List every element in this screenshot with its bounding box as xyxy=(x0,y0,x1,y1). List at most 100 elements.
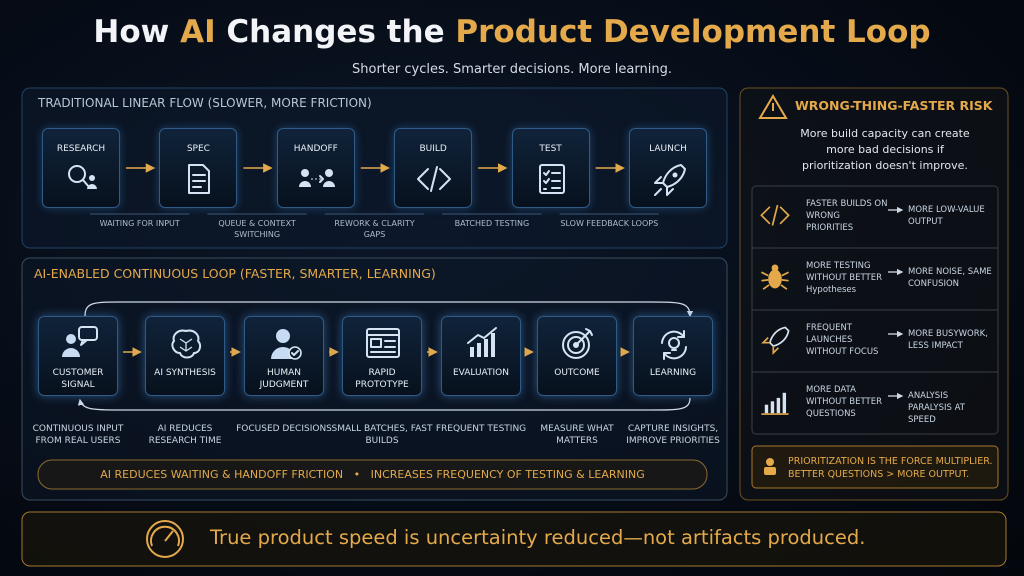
icon-part xyxy=(491,333,495,357)
icon-part xyxy=(366,328,400,358)
icon xyxy=(363,325,403,365)
icon-part xyxy=(318,175,324,183)
risk-cause: MORE DATA WITHOUT BETTER QUESTIONS xyxy=(806,385,883,419)
step-box: TEST xyxy=(511,128,590,208)
title: How AI Changes the Product Development L… xyxy=(0,14,1024,50)
icon-part xyxy=(467,327,497,357)
risk-effect: MORE NOISE, SAME CONFUSION xyxy=(908,267,992,289)
loop-box: AI SYNTHESIS xyxy=(145,316,225,396)
gauge-icon xyxy=(146,520,184,558)
icon-part xyxy=(62,348,80,357)
loop-box: EVALUATION xyxy=(441,316,521,396)
risk-effect: MORE BUSYWORK, LESS IMPACT xyxy=(908,329,988,351)
icon-part xyxy=(654,176,674,196)
banner-separator: • xyxy=(353,468,361,481)
loop-box: OUTCOME xyxy=(537,316,617,396)
icon-part xyxy=(298,181,311,187)
warning-icon xyxy=(758,94,788,119)
icon-part xyxy=(324,169,333,177)
loop-caption: CONTINUOUS INPUT FROM REAL USERS xyxy=(32,424,124,446)
icon-part xyxy=(188,164,211,194)
icon-part xyxy=(171,329,202,359)
icon-part xyxy=(62,326,98,357)
friction-label: QUEUE & CONTEXT SWITCHING xyxy=(218,219,296,239)
icon-part xyxy=(538,164,565,194)
loop-label: OUTCOME xyxy=(554,368,600,378)
risk-cause: FASTER BUILDS ON WRONG PRIORITIES xyxy=(806,199,888,233)
friction-label: REWORK & CLARITY GAPS xyxy=(334,219,415,239)
title-part: Product Development Loop xyxy=(455,14,931,50)
icon-part xyxy=(562,328,593,359)
loop-box: LEARNING xyxy=(633,316,713,396)
loop-arc-bottom xyxy=(77,397,691,411)
icon-part xyxy=(768,326,790,348)
icon-part xyxy=(78,326,98,341)
risk-panel xyxy=(739,87,1009,501)
icon-part xyxy=(271,329,302,360)
icon xyxy=(179,161,219,201)
icon-part xyxy=(80,339,88,346)
icon-part xyxy=(771,264,779,272)
icon-part xyxy=(417,166,452,192)
icon-part xyxy=(87,184,97,189)
loop-label: AI SYNTHESIS xyxy=(154,368,216,378)
icon xyxy=(649,161,689,201)
risk-effect: MORE LOW-VALUE OUTPUT xyxy=(908,205,985,227)
risk-effect: ANALYSIS PARALYSIS AT SPEED xyxy=(908,391,965,425)
note: PRIORITIZATION IS THE FORCE MULTIPLIER. B… xyxy=(788,455,993,481)
icon-part xyxy=(322,181,335,187)
icon-part xyxy=(188,164,211,194)
icon-part xyxy=(761,271,789,290)
step-box: BUILD xyxy=(394,128,473,208)
title-part: How xyxy=(93,14,181,50)
risk-cause: MORE TESTING WITHOUT BETTER Hypotheses xyxy=(806,261,883,295)
step-label: SPEC xyxy=(186,144,210,154)
loop-caption: AI REDUCES RESEARCH TIME xyxy=(148,424,222,446)
icon-part xyxy=(276,329,290,343)
icon-part xyxy=(89,175,95,181)
step-box: HANDOFF xyxy=(276,128,355,208)
subtitle: Shorter cycles. Smarter decisions. More … xyxy=(352,62,672,77)
icon-part xyxy=(654,164,686,196)
icon xyxy=(62,161,102,201)
icon-part xyxy=(68,165,86,183)
loop-label: LEARNING xyxy=(649,368,697,378)
icon-part xyxy=(672,172,678,178)
loop-caption: SMALL BATCHES, FAST BUILDS xyxy=(331,424,433,446)
icon xyxy=(758,200,792,234)
icon-part xyxy=(179,338,193,352)
icon-part xyxy=(575,328,593,346)
loop-box: RAPID PROTOTYPE xyxy=(342,316,422,396)
step-label: RESEARCH xyxy=(56,144,106,154)
icon-part xyxy=(300,169,309,177)
loop-box: CUSTOMER SIGNAL xyxy=(38,316,118,396)
step-box: SPEC xyxy=(159,128,238,208)
loop-caption: CAPTURE INSIGHTS, IMPROVE PRIORITIES xyxy=(626,424,720,446)
icon-part xyxy=(366,328,400,358)
icon-part xyxy=(66,334,76,344)
icon xyxy=(462,325,502,365)
friction-label: BATCHED TESTING xyxy=(454,219,530,228)
icon xyxy=(558,325,598,365)
loop-label: HUMAN JUDGMENT xyxy=(259,368,309,390)
icon xyxy=(758,386,792,420)
icon xyxy=(758,262,792,296)
risk-cause: FREQUENT LAUNCHES WITHOUT FOCUS xyxy=(806,323,879,357)
icon xyxy=(59,325,99,365)
icon-part xyxy=(567,336,585,354)
step-box: LAUNCH xyxy=(629,128,707,208)
icon-part xyxy=(760,204,790,226)
icon-part xyxy=(291,350,299,356)
icon-part xyxy=(417,166,452,192)
note-frame xyxy=(751,445,999,489)
footer-panel xyxy=(21,511,1007,567)
person-icon xyxy=(764,467,776,475)
note-line: PRIORITIZATION IS THE FORCE MULTIPLIER. xyxy=(788,456,993,467)
icon-part xyxy=(470,347,474,357)
loop-caption: FREQUENT TESTING xyxy=(435,424,527,434)
icon-part xyxy=(171,329,202,359)
icon-part xyxy=(661,330,687,360)
icon xyxy=(265,325,305,365)
title-part: AI xyxy=(180,14,216,50)
icon-part xyxy=(761,336,780,355)
